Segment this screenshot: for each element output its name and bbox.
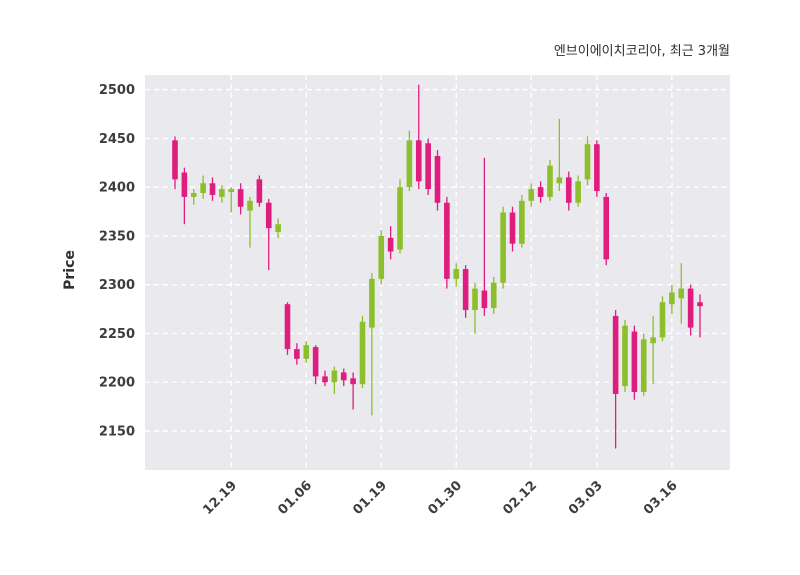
y-tick-label: 2250: [99, 327, 135, 342]
candle-body: [190, 193, 197, 197]
candle-body: [247, 200, 253, 211]
x-tick-label: 03.16: [641, 478, 681, 518]
y-tick-label: 2500: [99, 83, 135, 98]
candle-body: [678, 288, 685, 299]
candle-body: [256, 179, 263, 203]
candle-body: [331, 370, 338, 383]
candle-body: [237, 189, 244, 207]
y-tick-label: 2350: [99, 229, 135, 244]
candle-body: [209, 183, 216, 195]
candle-body: [669, 292, 675, 305]
candle-body: [659, 302, 666, 338]
x-tick-label: 01.19: [350, 478, 390, 518]
candle-body: [575, 181, 581, 203]
candle-body: [415, 140, 422, 182]
candle-body: [612, 315, 619, 394]
candle-body: [425, 143, 431, 190]
candle-body: [397, 187, 403, 250]
candle-body: [369, 278, 375, 328]
candle-body: [303, 345, 310, 359]
y-tick-label: 2150: [99, 424, 135, 439]
candle-body: [472, 288, 478, 311]
candle-body: [603, 196, 610, 260]
candle-body: [406, 140, 413, 188]
candle-body: [462, 269, 469, 311]
candle-body: [350, 378, 356, 385]
candle-body: [172, 140, 178, 180]
y-axis-label: Price: [62, 250, 78, 290]
candle-body: [594, 144, 600, 192]
candle-body: [519, 200, 525, 244]
candle-body: [200, 183, 206, 194]
candle-body: [490, 282, 497, 309]
candle-body: [565, 177, 572, 203]
candle-body: [584, 144, 591, 180]
x-tick-label: 03.03: [566, 478, 606, 518]
candle-body: [687, 288, 694, 328]
candle-body: [359, 321, 366, 385]
x-tick-label: 12.19: [200, 478, 240, 518]
candle-body: [697, 302, 703, 307]
candle-body: [284, 304, 291, 350]
candle-body: [631, 331, 638, 392]
candle-body: [650, 337, 656, 344]
y-tick-label: 2200: [99, 376, 135, 391]
y-tick-label: 2300: [99, 278, 135, 293]
candle-body: [434, 155, 441, 203]
candle-body: [509, 212, 516, 244]
candle-body: [556, 177, 563, 184]
candle-body: [481, 290, 488, 309]
plot-background: [145, 75, 730, 470]
candle-body: [378, 235, 385, 279]
candle-body: [528, 189, 535, 201]
x-tick-label: 01.30: [425, 478, 465, 518]
candle-body: [312, 347, 319, 377]
candle-body: [294, 349, 300, 359]
x-tick-label: 01.06: [275, 478, 315, 518]
candle-body: [453, 269, 460, 279]
candle-body: [537, 187, 544, 197]
candle-body: [219, 189, 225, 197]
candle-body: [322, 376, 328, 383]
candle-body: [500, 212, 506, 283]
candle-body: [275, 224, 281, 233]
candle-body: [387, 237, 394, 252]
candle-body: [444, 202, 450, 279]
candle-body: [265, 202, 272, 229]
chart-title: 엔브이에이치코리아, 최근 3개월: [553, 44, 730, 59]
candle-body: [340, 372, 347, 381]
y-tick-label: 2400: [99, 181, 135, 196]
candle-body: [181, 172, 188, 197]
y-tick-label: 2450: [99, 132, 135, 147]
candle-body: [622, 325, 628, 387]
candle-body: [547, 165, 553, 197]
candle-body: [640, 339, 647, 392]
x-tick-label: 02.12: [500, 478, 540, 518]
candle-body: [228, 189, 235, 193]
